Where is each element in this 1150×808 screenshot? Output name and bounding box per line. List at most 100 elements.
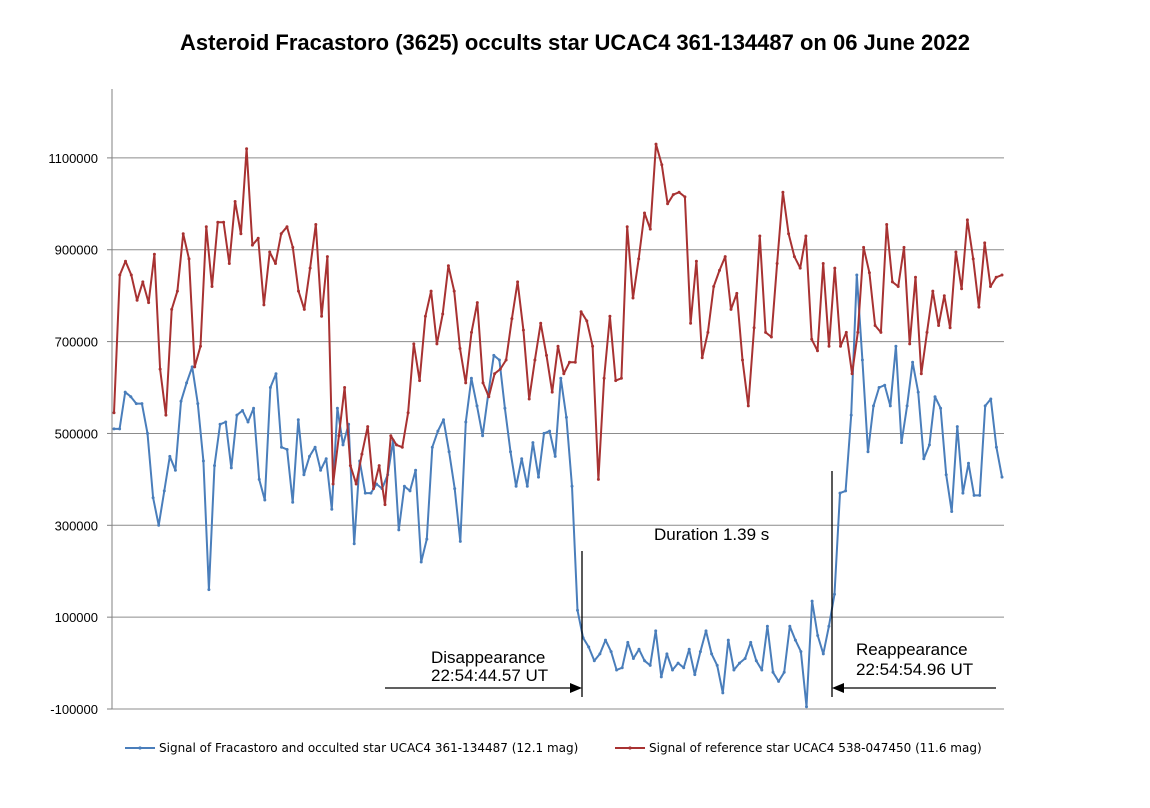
data-point [764,330,768,334]
data-point [514,484,518,488]
data-point [469,376,473,380]
data-point [550,390,554,394]
y-tick-label: 100000 [55,610,98,625]
data-point [414,468,418,472]
data-point [291,245,295,249]
data-point [781,190,785,194]
data-point [152,252,156,256]
data-point [262,303,266,307]
data-point [615,668,619,672]
data-point [965,218,969,222]
data-point [631,296,635,300]
data-point [164,413,168,417]
data-point [224,420,228,424]
data-point [118,273,122,277]
data-point [788,624,792,628]
data-point [698,650,702,654]
data-point [877,386,881,389]
data-point [931,289,935,293]
data-point [520,457,524,461]
data-point [598,652,602,656]
data-point [585,319,589,323]
data-point [418,379,422,383]
data-point [712,285,716,288]
data-point [777,679,781,683]
data-point [694,259,698,263]
data-point [671,668,674,672]
data-point [492,353,496,357]
data-point [199,344,202,348]
series-layer [112,142,1004,709]
data-point [879,330,883,334]
data-point [325,255,329,259]
data-point [872,404,875,408]
data-point [927,443,931,447]
data-point [1000,273,1004,277]
data-point [608,314,612,318]
data-point [989,285,992,288]
data-point [487,395,491,399]
data-point [201,459,205,463]
data-point [531,441,535,445]
data-point [894,344,898,348]
data-point [666,202,670,206]
reappearance-label: Reappearance [856,640,968,659]
data-point [648,227,652,231]
data-point [782,670,786,674]
data-point [948,326,952,330]
data-point [112,427,116,431]
data-point [354,482,358,486]
data-point [475,404,479,408]
series-1 [112,273,1004,709]
data-point [162,489,166,493]
data-point [654,142,658,146]
data-point [942,294,946,298]
data-point [856,330,860,334]
data-point [175,289,179,293]
data-point [542,431,546,435]
data-point [787,232,791,236]
data-point [246,420,250,424]
data-point [746,404,750,408]
legend-item-2: Signal of reference star UCAC4 538-04745… [615,741,982,755]
data-point [631,657,635,660]
data-point [960,287,964,291]
data-point [758,234,762,238]
data-point [190,365,194,369]
data-point [950,510,954,513]
data-point [509,450,512,454]
y-tick-label: 500000 [55,426,98,441]
data-point [280,445,283,449]
data-point [408,489,412,493]
data-point [129,273,133,277]
data-point [562,372,566,376]
data-point [263,498,267,502]
data-point [525,484,529,488]
data-point [497,358,501,362]
data-point [983,241,987,245]
series-line-1 [114,274,1003,708]
data-point [533,358,537,362]
data-point [911,360,915,364]
data-point [320,314,324,318]
data-point [395,443,398,447]
data-point [548,429,552,433]
reappearance-arrowhead [832,683,844,693]
data-point [850,372,854,376]
data-point [123,390,127,394]
data-point [383,503,387,507]
data-point [302,473,306,477]
data-point [458,539,462,543]
data-point [134,402,138,406]
data-point [683,195,687,199]
data-point [602,376,606,380]
data-point [363,491,367,495]
data-point [527,397,531,401]
y-tick-label: 1100000 [48,151,98,166]
data-point [989,397,993,401]
data-point [676,661,680,665]
series-2 [112,142,1004,507]
data-point [425,537,429,541]
data-point [752,326,756,330]
